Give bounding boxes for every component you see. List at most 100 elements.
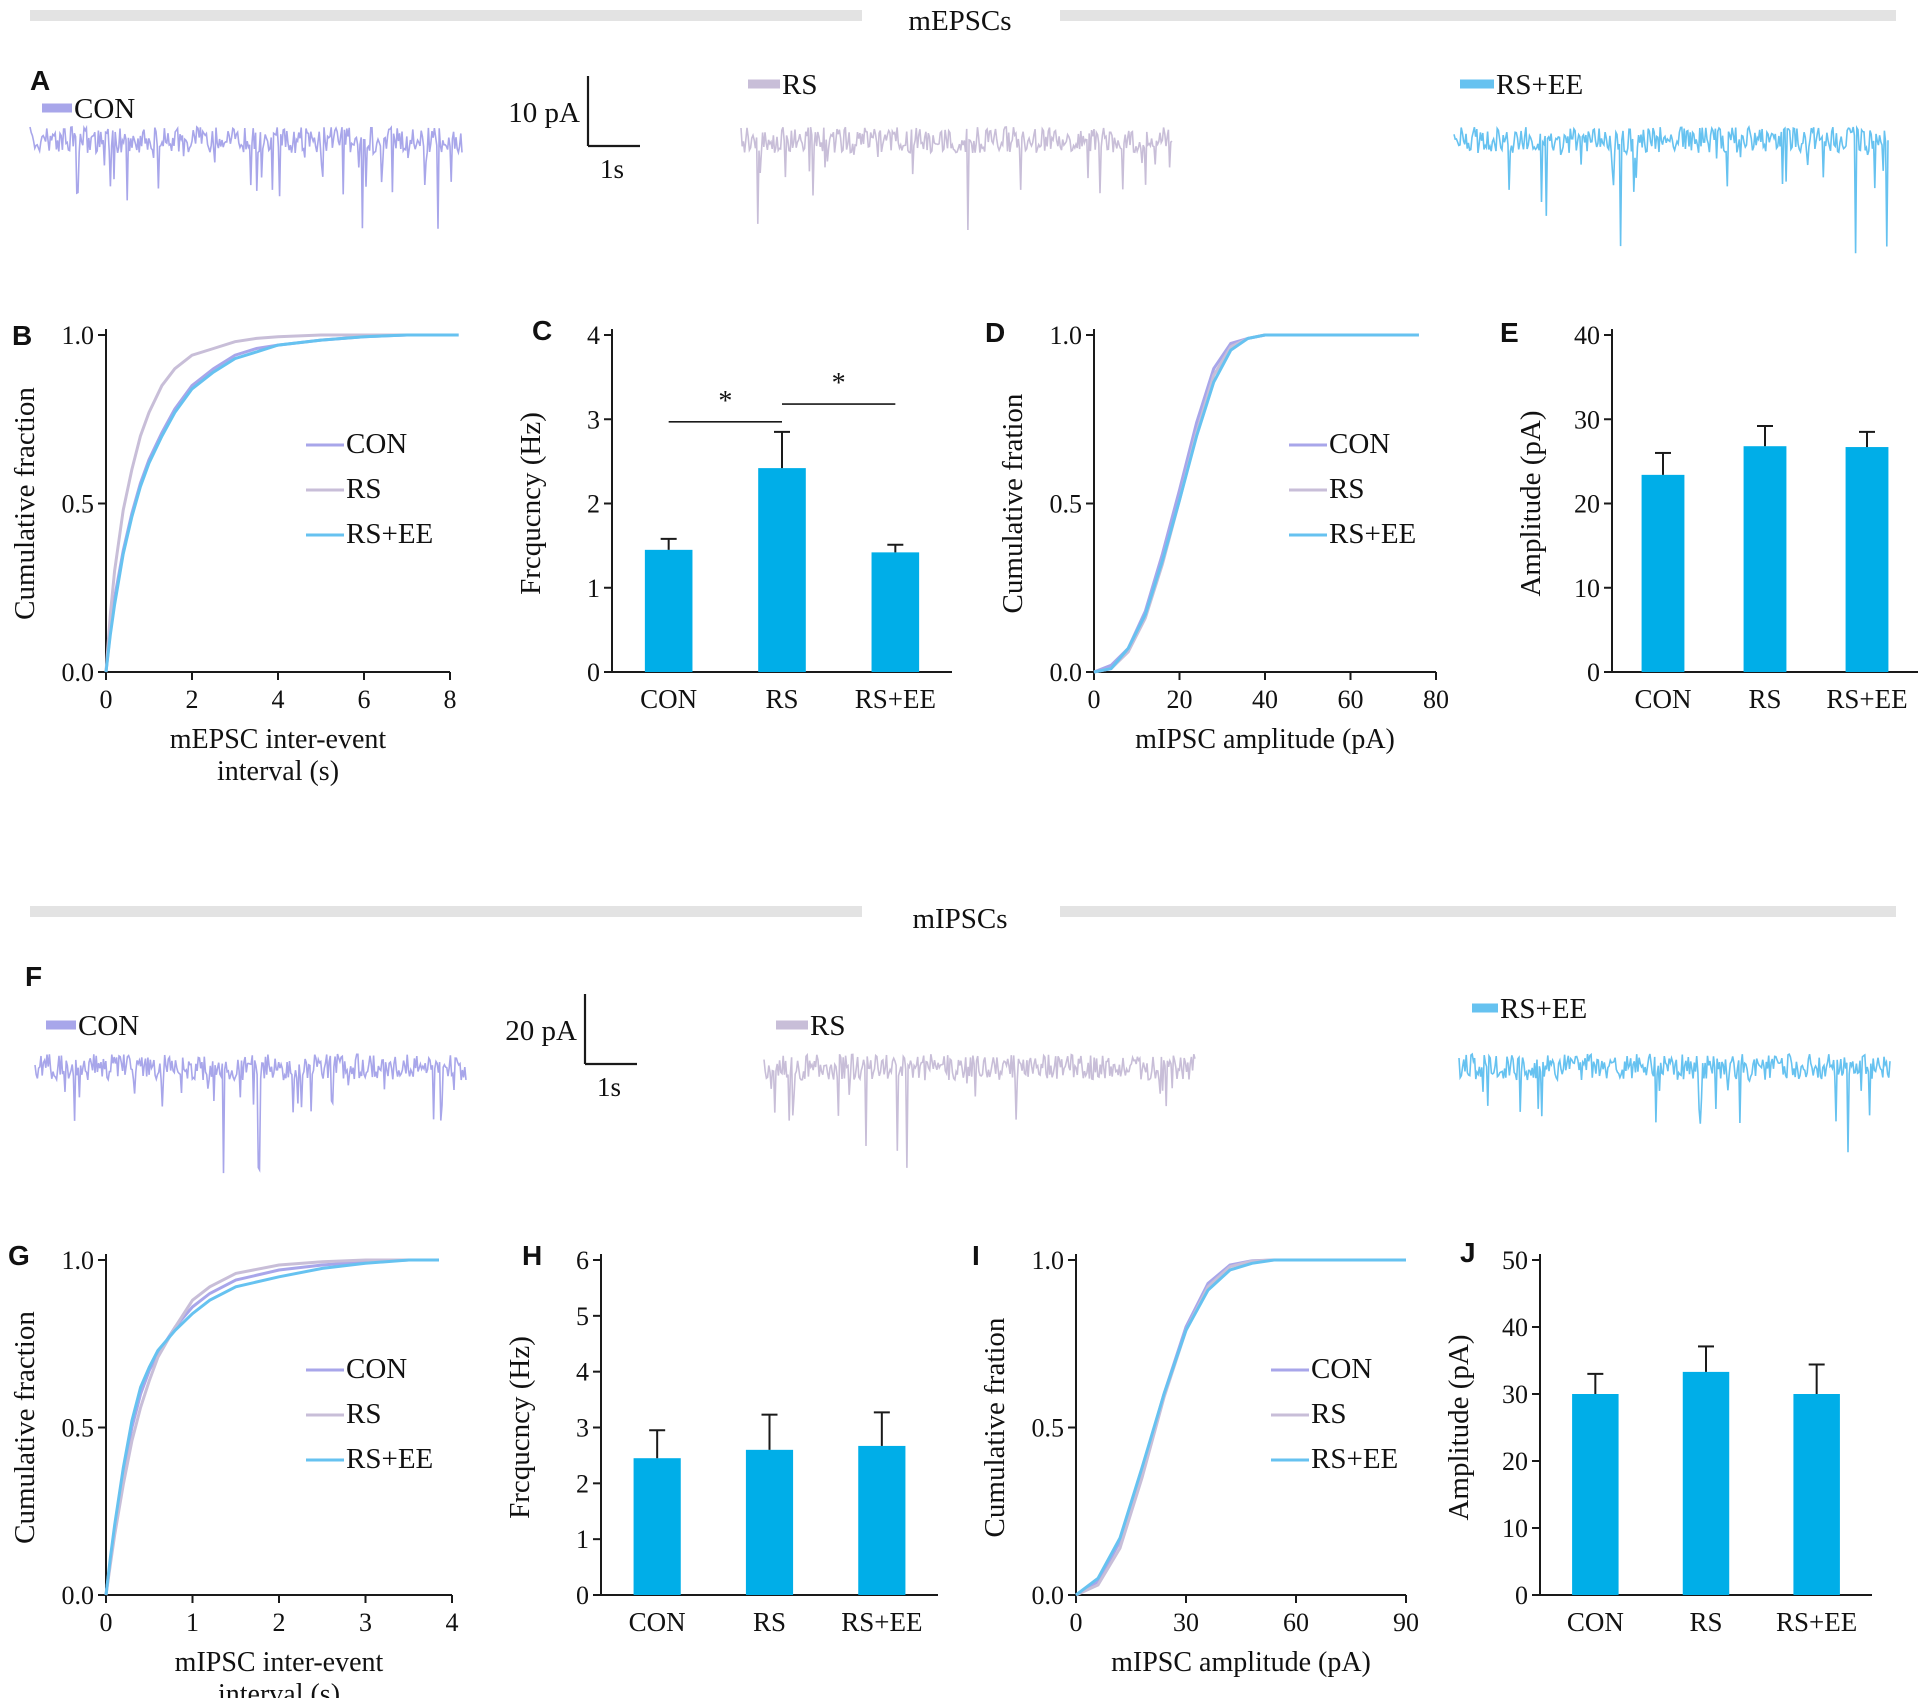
significance-marker: * [718,386,732,417]
current-trace [740,126,1173,231]
x-tick-label: 4 [272,685,285,714]
group-label: RS+EE [1500,993,1587,1025]
y-tick-label: 30 [1502,1380,1528,1409]
x-axis-label: mIPSC amplitude (pA) [1111,1647,1371,1678]
legend-label: RS+EE [1311,1443,1398,1475]
significance-marker: * [832,368,846,399]
y-tick-label: 30 [1574,405,1600,434]
x-tick-label: 0 [1070,1608,1083,1637]
series-line [1075,1258,1406,1597]
panel-label: F [25,961,42,992]
y-tick-label: 0.5 [62,1414,95,1443]
bar [1743,446,1787,672]
x-tick-label: RS+EE [1826,684,1907,714]
x-tick-label: RS [1748,684,1781,714]
x-tick-label: RS [765,684,798,714]
legend-label: RS+EE [346,1443,433,1475]
legend-label: CON [1329,428,1390,460]
y-tick-label: 0.0 [1050,658,1083,687]
bar [1641,474,1685,672]
x-axis-label: mIPSC amplitude (pA) [1135,724,1395,755]
x-tick-label: RS [1689,1607,1722,1637]
x-tick-label: 0 [100,1608,113,1637]
y-tick-label: 0 [1587,658,1600,687]
bar [1572,1394,1619,1595]
y-tick-label: 0.0 [62,658,95,687]
y-tick-label: 0.0 [1032,1581,1065,1610]
y-axis-label: Cumulative fraction [9,1311,41,1544]
y-axis-label: Cumulative fration [997,393,1029,613]
bar [633,1458,681,1595]
y-axis-label: Frcqucncy (Hz) [515,412,547,595]
y-tick-label: 2 [587,490,600,519]
x-axis-label: interval (s) [217,756,339,787]
y-axis-label: Cumulative fration [979,1317,1011,1537]
legend-label: RS [1311,1398,1346,1430]
current-trace [1458,1052,1891,1153]
bar [1793,1394,1840,1595]
legend-label: CON [346,428,407,460]
x-tick-label: 80 [1423,685,1449,714]
y-tick-label: 1.0 [1032,1246,1065,1275]
bar [745,1449,794,1595]
legend-label: RS [346,473,381,505]
bar [1845,447,1889,672]
legend-label: RS [346,1398,381,1430]
x-tick-label: 1 [186,1608,199,1637]
y-tick-label: 20 [1502,1447,1528,1476]
current-trace [34,1053,467,1174]
panel-label: H [522,1240,542,1271]
series-line [104,1258,439,1596]
x-tick-label: 90 [1393,1608,1419,1637]
y-tick-label: 0.5 [62,490,95,519]
y-tick-label: 1 [587,574,600,603]
legend-label: RS+EE [346,518,433,550]
y-tick-label: 0 [587,658,600,687]
x-tick-label: CON [640,684,697,714]
x-tick-label: RS+EE [841,1607,922,1637]
y-tick-label: 1 [576,1525,589,1554]
y-tick-label: 40 [1502,1313,1528,1342]
y-tick-label: 0.5 [1050,490,1083,519]
x-tick-label: 6 [358,685,371,714]
panel-label: E [1500,317,1519,348]
x-tick-label: CON [1634,684,1691,714]
series-line [104,1258,439,1596]
x-tick-label: 2 [273,1608,286,1637]
panel-label: I [972,1240,980,1271]
panel-label: C [532,315,552,346]
group-label: RS [782,69,817,101]
y-tick-label: 40 [1574,321,1600,350]
x-axis-label: mEPSC inter-event [170,724,387,755]
series-line [104,1258,439,1596]
x-tick-label: 40 [1252,685,1278,714]
series-line [1075,1258,1406,1597]
x-tick-label: 60 [1338,685,1364,714]
y-tick-label: 0.5 [1032,1414,1065,1443]
y-tick-label: 1.0 [1050,321,1083,350]
group-label: CON [74,93,135,125]
y-axis-label: Amplitude (pA) [1515,410,1547,596]
x-tick-label: 30 [1173,1608,1199,1637]
panel-label: G [8,1240,30,1271]
x-tick-label: 4 [446,1608,459,1637]
y-tick-label: 50 [1502,1246,1528,1275]
group-label: RS+EE [1496,69,1583,101]
legend-label: CON [346,1353,407,1385]
y-tick-label: 20 [1574,490,1600,519]
y-tick-label: 0 [576,1581,589,1610]
x-axis-label: mIPSC inter-event [175,1647,384,1678]
series-line [104,333,459,673]
y-tick-label: 2 [576,1469,589,1498]
y-tick-label: 5 [576,1302,589,1331]
section-title: mIPSCs [912,903,1007,935]
section-divider-left [30,906,862,917]
x-tick-label: RS+EE [855,684,936,714]
bar [871,552,920,672]
x-tick-label: CON [629,1607,686,1637]
y-tick-label: 0.0 [62,1581,95,1610]
bar [644,549,693,672]
y-tick-label: 6 [576,1246,589,1275]
x-tick-label: 2 [186,685,199,714]
section-title: mEPSCs [908,5,1011,37]
